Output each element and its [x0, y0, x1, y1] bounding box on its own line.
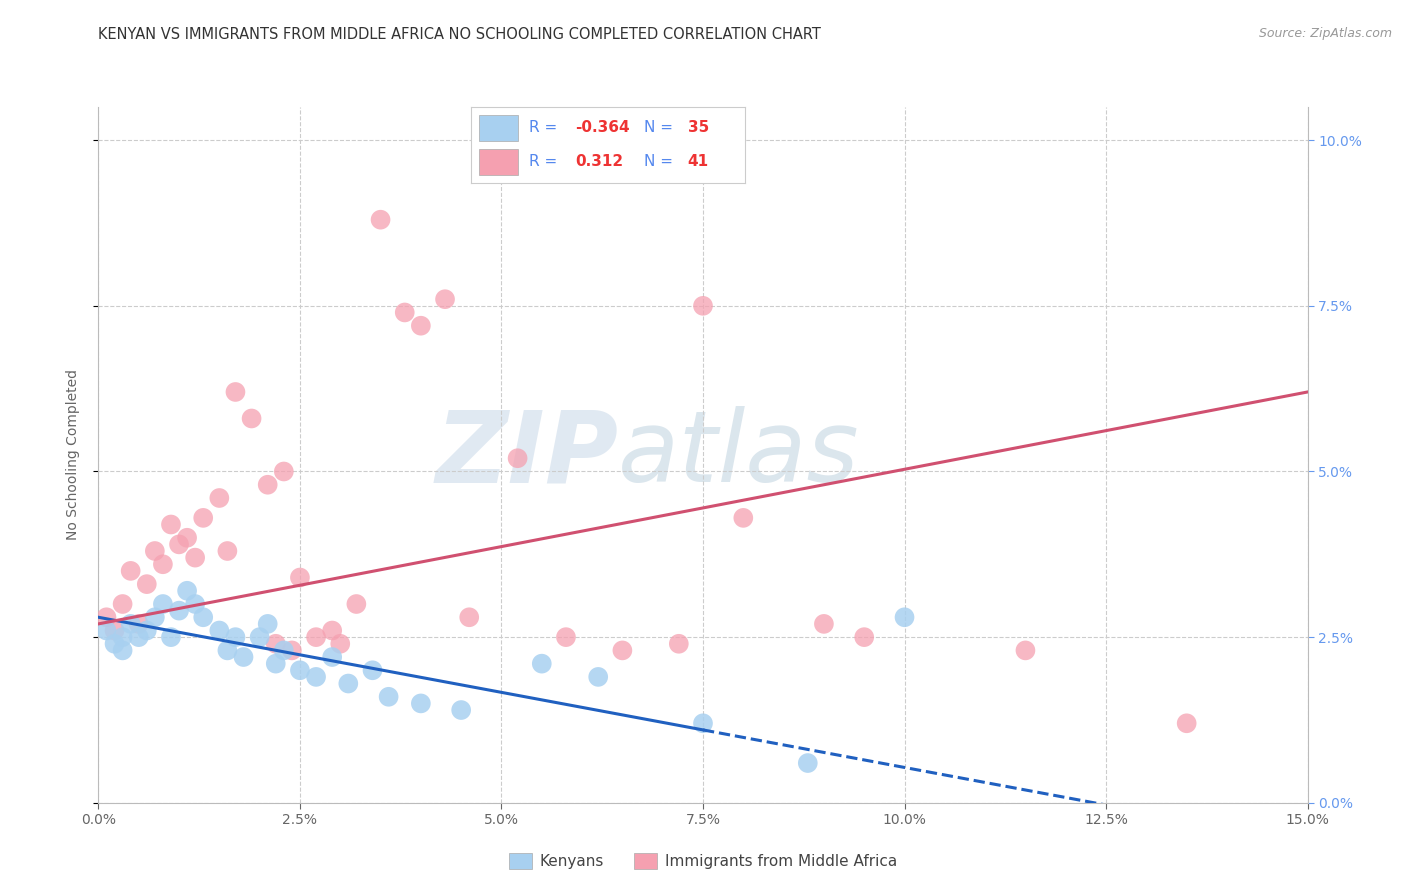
Point — [281, 643, 304, 657]
Point — [394, 305, 416, 319]
Y-axis label: No Schooling Completed: No Schooling Completed — [66, 369, 80, 541]
Point — [409, 318, 432, 333]
Point — [176, 531, 198, 545]
Point — [208, 491, 231, 505]
Point — [273, 465, 295, 479]
Point — [853, 630, 876, 644]
Point — [111, 597, 134, 611]
Bar — [479, 149, 517, 175]
Point — [361, 663, 384, 677]
Point — [249, 630, 271, 644]
Text: Source: ZipAtlas.com: Source: ZipAtlas.com — [1258, 27, 1392, 40]
Text: KENYAN VS IMMIGRANTS FROM MIDDLE AFRICA NO SCHOOLING COMPLETED CORRELATION CHART: KENYAN VS IMMIGRANTS FROM MIDDLE AFRICA … — [98, 27, 821, 42]
Text: N =: N = — [644, 120, 678, 135]
Point — [668, 637, 690, 651]
Point — [733, 511, 755, 525]
Point — [305, 630, 328, 644]
Point — [193, 610, 215, 624]
Point — [305, 670, 328, 684]
Point — [256, 616, 278, 631]
Point — [176, 583, 198, 598]
Text: ZIP: ZIP — [436, 407, 619, 503]
Point — [217, 643, 239, 657]
Point — [893, 610, 915, 624]
Point — [264, 657, 287, 671]
Point — [555, 630, 578, 644]
Point — [120, 564, 142, 578]
Point — [96, 624, 118, 638]
Point — [692, 716, 714, 731]
Text: R =: R = — [529, 154, 567, 169]
Point — [208, 624, 231, 638]
Point — [434, 292, 457, 306]
Point — [160, 630, 183, 644]
Point — [321, 650, 343, 665]
Point — [530, 657, 553, 671]
Point — [256, 477, 278, 491]
Point — [128, 616, 150, 631]
Point — [152, 558, 174, 572]
Point — [167, 604, 190, 618]
Point — [344, 597, 367, 611]
Point — [120, 616, 142, 631]
Point — [111, 630, 134, 644]
Point — [458, 610, 481, 624]
Point — [184, 597, 207, 611]
Text: -0.364: -0.364 — [575, 120, 630, 135]
Point — [506, 451, 529, 466]
Point — [264, 637, 287, 651]
Point — [329, 637, 352, 651]
Bar — [479, 114, 517, 141]
Point — [377, 690, 399, 704]
Point — [797, 756, 820, 770]
Point — [193, 511, 215, 525]
Point — [152, 597, 174, 611]
Point — [240, 411, 263, 425]
Point — [224, 630, 246, 644]
Point — [103, 624, 125, 638]
Point — [160, 517, 183, 532]
Point — [184, 550, 207, 565]
Point — [217, 544, 239, 558]
Point — [96, 610, 118, 624]
Point — [692, 299, 714, 313]
Legend: Kenyans, Immigrants from Middle Africa: Kenyans, Immigrants from Middle Africa — [503, 847, 903, 875]
Point — [224, 384, 246, 399]
Point — [167, 537, 190, 551]
Point — [1175, 716, 1198, 731]
Point — [337, 676, 360, 690]
Point — [813, 616, 835, 631]
Point — [612, 643, 634, 657]
Point — [135, 624, 157, 638]
Point — [450, 703, 472, 717]
Point — [273, 643, 295, 657]
Point — [111, 643, 134, 657]
Point — [288, 663, 311, 677]
Point — [143, 544, 166, 558]
Text: 35: 35 — [688, 120, 709, 135]
Point — [586, 670, 609, 684]
Text: N =: N = — [644, 154, 678, 169]
Point — [143, 610, 166, 624]
Point — [409, 697, 432, 711]
Text: atlas: atlas — [619, 407, 860, 503]
Point — [128, 630, 150, 644]
Point — [103, 637, 125, 651]
Point — [321, 624, 343, 638]
Point — [135, 577, 157, 591]
Point — [232, 650, 254, 665]
Text: 41: 41 — [688, 154, 709, 169]
Point — [288, 570, 311, 584]
Point — [1014, 643, 1036, 657]
Text: R =: R = — [529, 120, 562, 135]
Text: 0.312: 0.312 — [575, 154, 623, 169]
Point — [370, 212, 392, 227]
